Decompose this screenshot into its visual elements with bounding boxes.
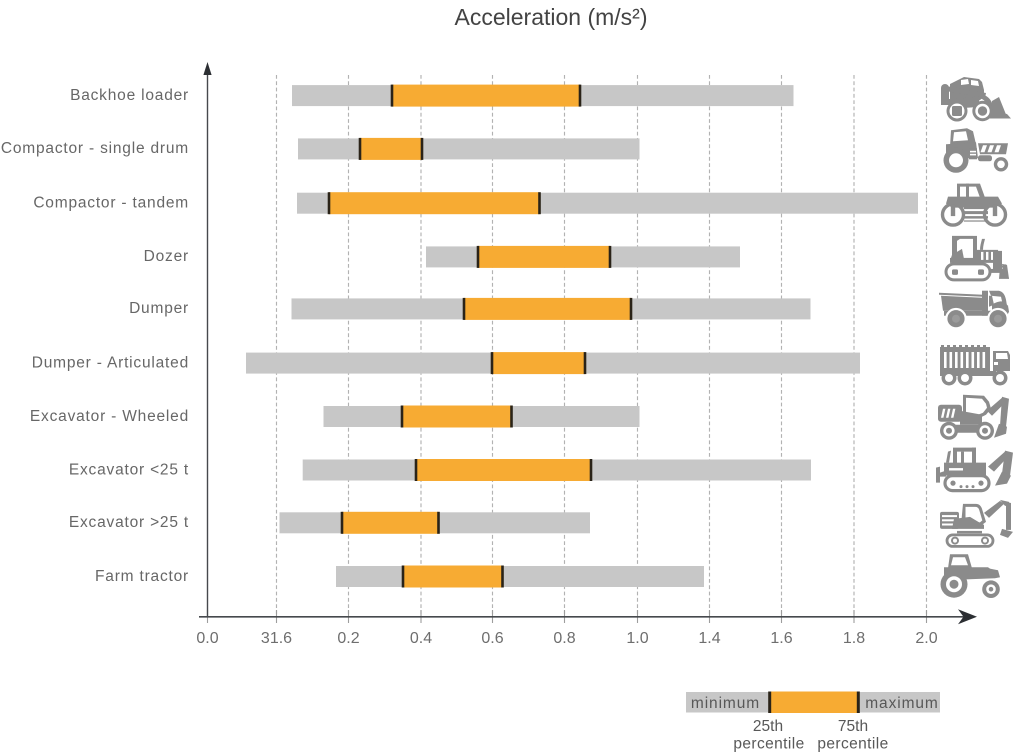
svg-text:Farm tractor: Farm tractor: [95, 568, 189, 585]
svg-text:1.4: 1.4: [698, 630, 720, 647]
svg-text:75th: 75th: [838, 718, 868, 735]
svg-text:percentile: percentile: [733, 736, 804, 753]
svg-text:1.8: 1.8: [843, 630, 865, 647]
svg-text:maximum: maximum: [865, 695, 938, 712]
svg-text:0.6: 0.6: [481, 630, 503, 647]
svg-text:0.8: 0.8: [553, 630, 575, 647]
svg-text:Compactor - single drum: Compactor - single drum: [1, 140, 189, 157]
svg-text:31.6: 31.6: [261, 630, 292, 647]
svg-text:Excavator - Wheeled: Excavator - Wheeled: [30, 408, 189, 425]
svg-text:Backhoe loader: Backhoe loader: [70, 87, 189, 104]
svg-text:1.0: 1.0: [626, 630, 648, 647]
svg-text:Compactor - tandem: Compactor - tandem: [33, 195, 189, 212]
svg-text:Dumper - Articulated: Dumper - Articulated: [32, 354, 189, 371]
svg-text:1.6: 1.6: [770, 630, 792, 647]
svg-text:0.0: 0.0: [196, 630, 218, 647]
svg-text:Dozer: Dozer: [144, 248, 189, 265]
svg-text:minimum: minimum: [691, 695, 760, 712]
svg-text:Excavator <25 t: Excavator <25 t: [69, 461, 189, 478]
svg-text:Dumper: Dumper: [129, 300, 189, 317]
svg-text:0.4: 0.4: [410, 630, 432, 647]
svg-text:2.0: 2.0: [915, 630, 937, 647]
svg-text:0.2: 0.2: [337, 630, 359, 647]
svg-text:25th: 25th: [753, 718, 783, 735]
svg-text:Acceleration (m/s²): Acceleration (m/s²): [455, 4, 648, 30]
svg-text:percentile: percentile: [817, 736, 888, 753]
svg-text:Excavator >25 t: Excavator >25 t: [69, 514, 189, 531]
